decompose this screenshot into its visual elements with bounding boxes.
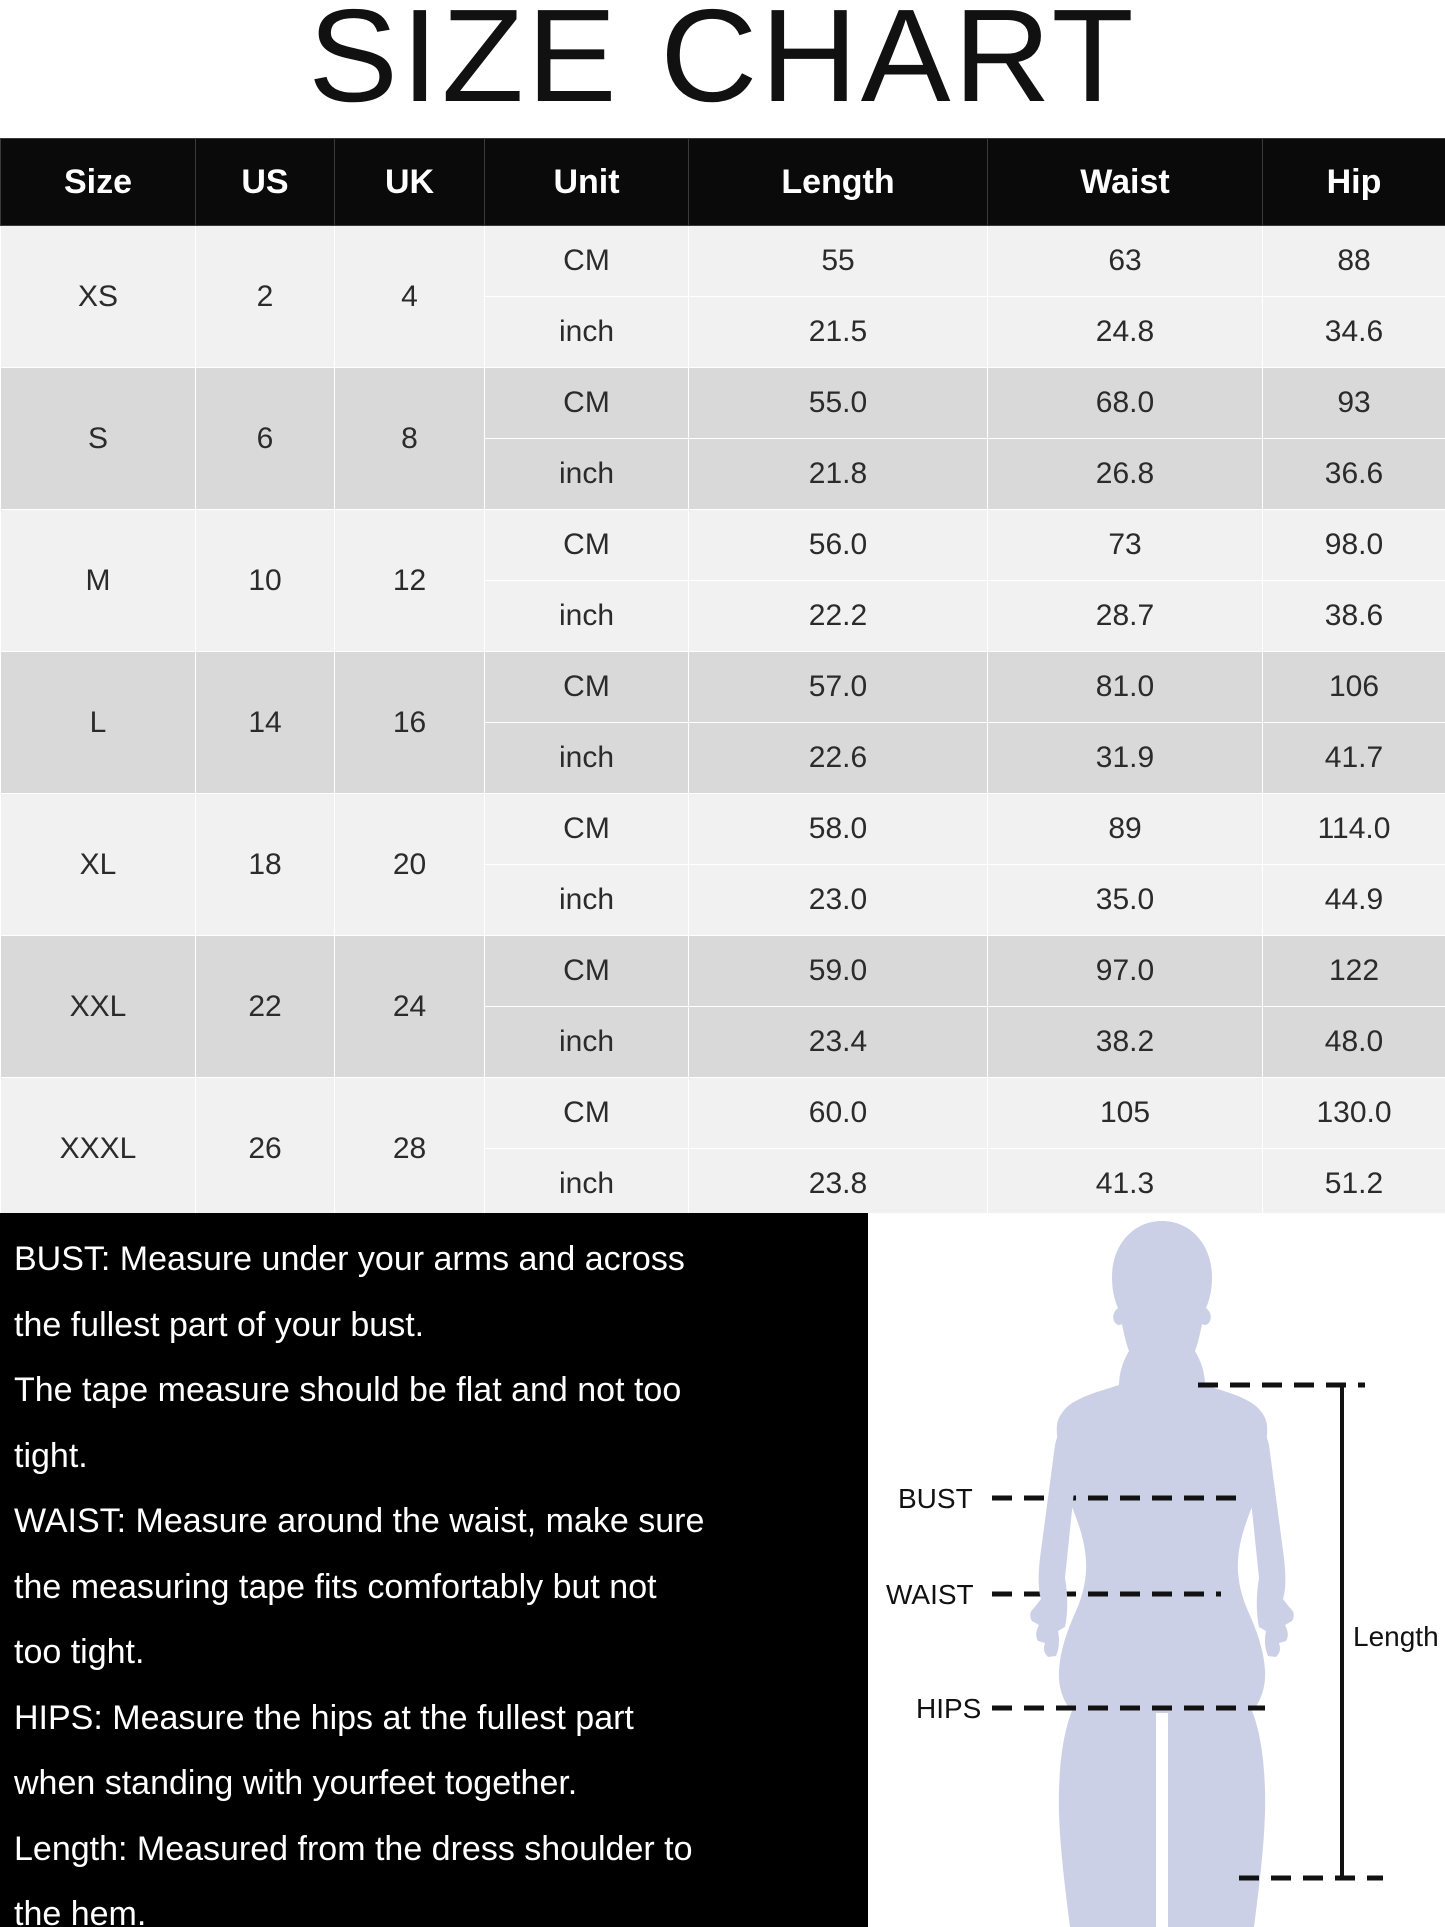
svg-text:BUST: BUST [898,1483,973,1514]
svg-text:Length: Length [1353,1621,1439,1652]
svg-text:HIPS: HIPS [916,1693,981,1724]
svg-text:WAIST: WAIST [886,1579,974,1610]
